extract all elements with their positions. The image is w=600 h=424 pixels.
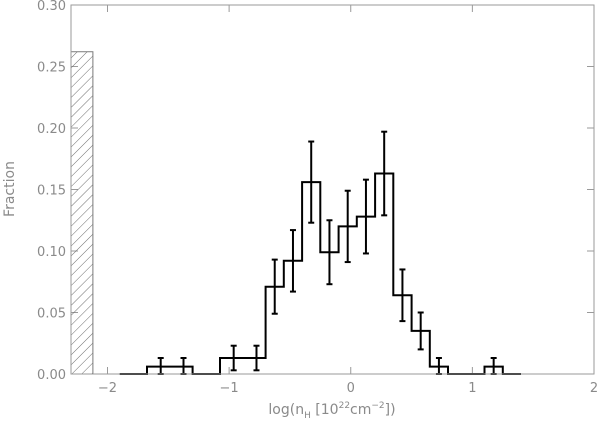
y-axis: 0.00 0.05 0.10 0.15 0.20 0.25 0.30 [37,0,594,383]
x-axis-title-prefix: log(n [268,402,304,418]
histogram-step-line [119,172,521,375]
y-tick-label: 0.05 [37,307,66,322]
error-bar [253,344,260,372]
x-axis-title-unit: cm [350,402,371,418]
y-tick-label: 0.20 [37,122,66,137]
hatched-bar [70,51,94,375]
x-axis-title-sup2: −2 [371,401,384,411]
x-tick-label: −1 [220,381,239,396]
x-tick-label: 0 [347,381,355,396]
x-tick-label: −2 [98,381,117,396]
error-bar [289,229,296,293]
error-bar [399,268,406,323]
error-bar [344,189,351,264]
x-axis-title-sub: H [304,411,311,421]
error-bar [271,258,278,315]
error-bars-layer [157,130,497,375]
y-tick-label: 0.15 [37,184,66,199]
x-tick-label: 2 [590,381,598,396]
x-axis-title-mid: [10 [311,402,339,418]
y-tick-label: 0.10 [37,245,66,260]
y-axis-title: Fraction [2,161,18,217]
y-tick-label: 0.00 [37,368,66,383]
error-bar [230,344,237,372]
error-bar [381,130,388,217]
hatched-bar-layer [70,51,94,375]
error-bar [362,178,369,255]
x-tick-label: 1 [468,381,476,396]
error-bar [326,219,333,286]
x-axis-title-sup1: 22 [339,401,350,411]
error-bar [308,140,315,224]
x-axis-title-suffix: ]) [385,402,396,418]
error-bar [417,311,424,351]
plot-frame [70,4,595,375]
y-tick-label: 0.30 [37,0,66,14]
histogram-layer [119,172,521,375]
x-axis-title: log(nH [1022cm−2]) [268,401,395,421]
x-axis: −2 −1 0 1 2 [98,5,598,396]
y-tick-label: 0.25 [37,61,66,76]
